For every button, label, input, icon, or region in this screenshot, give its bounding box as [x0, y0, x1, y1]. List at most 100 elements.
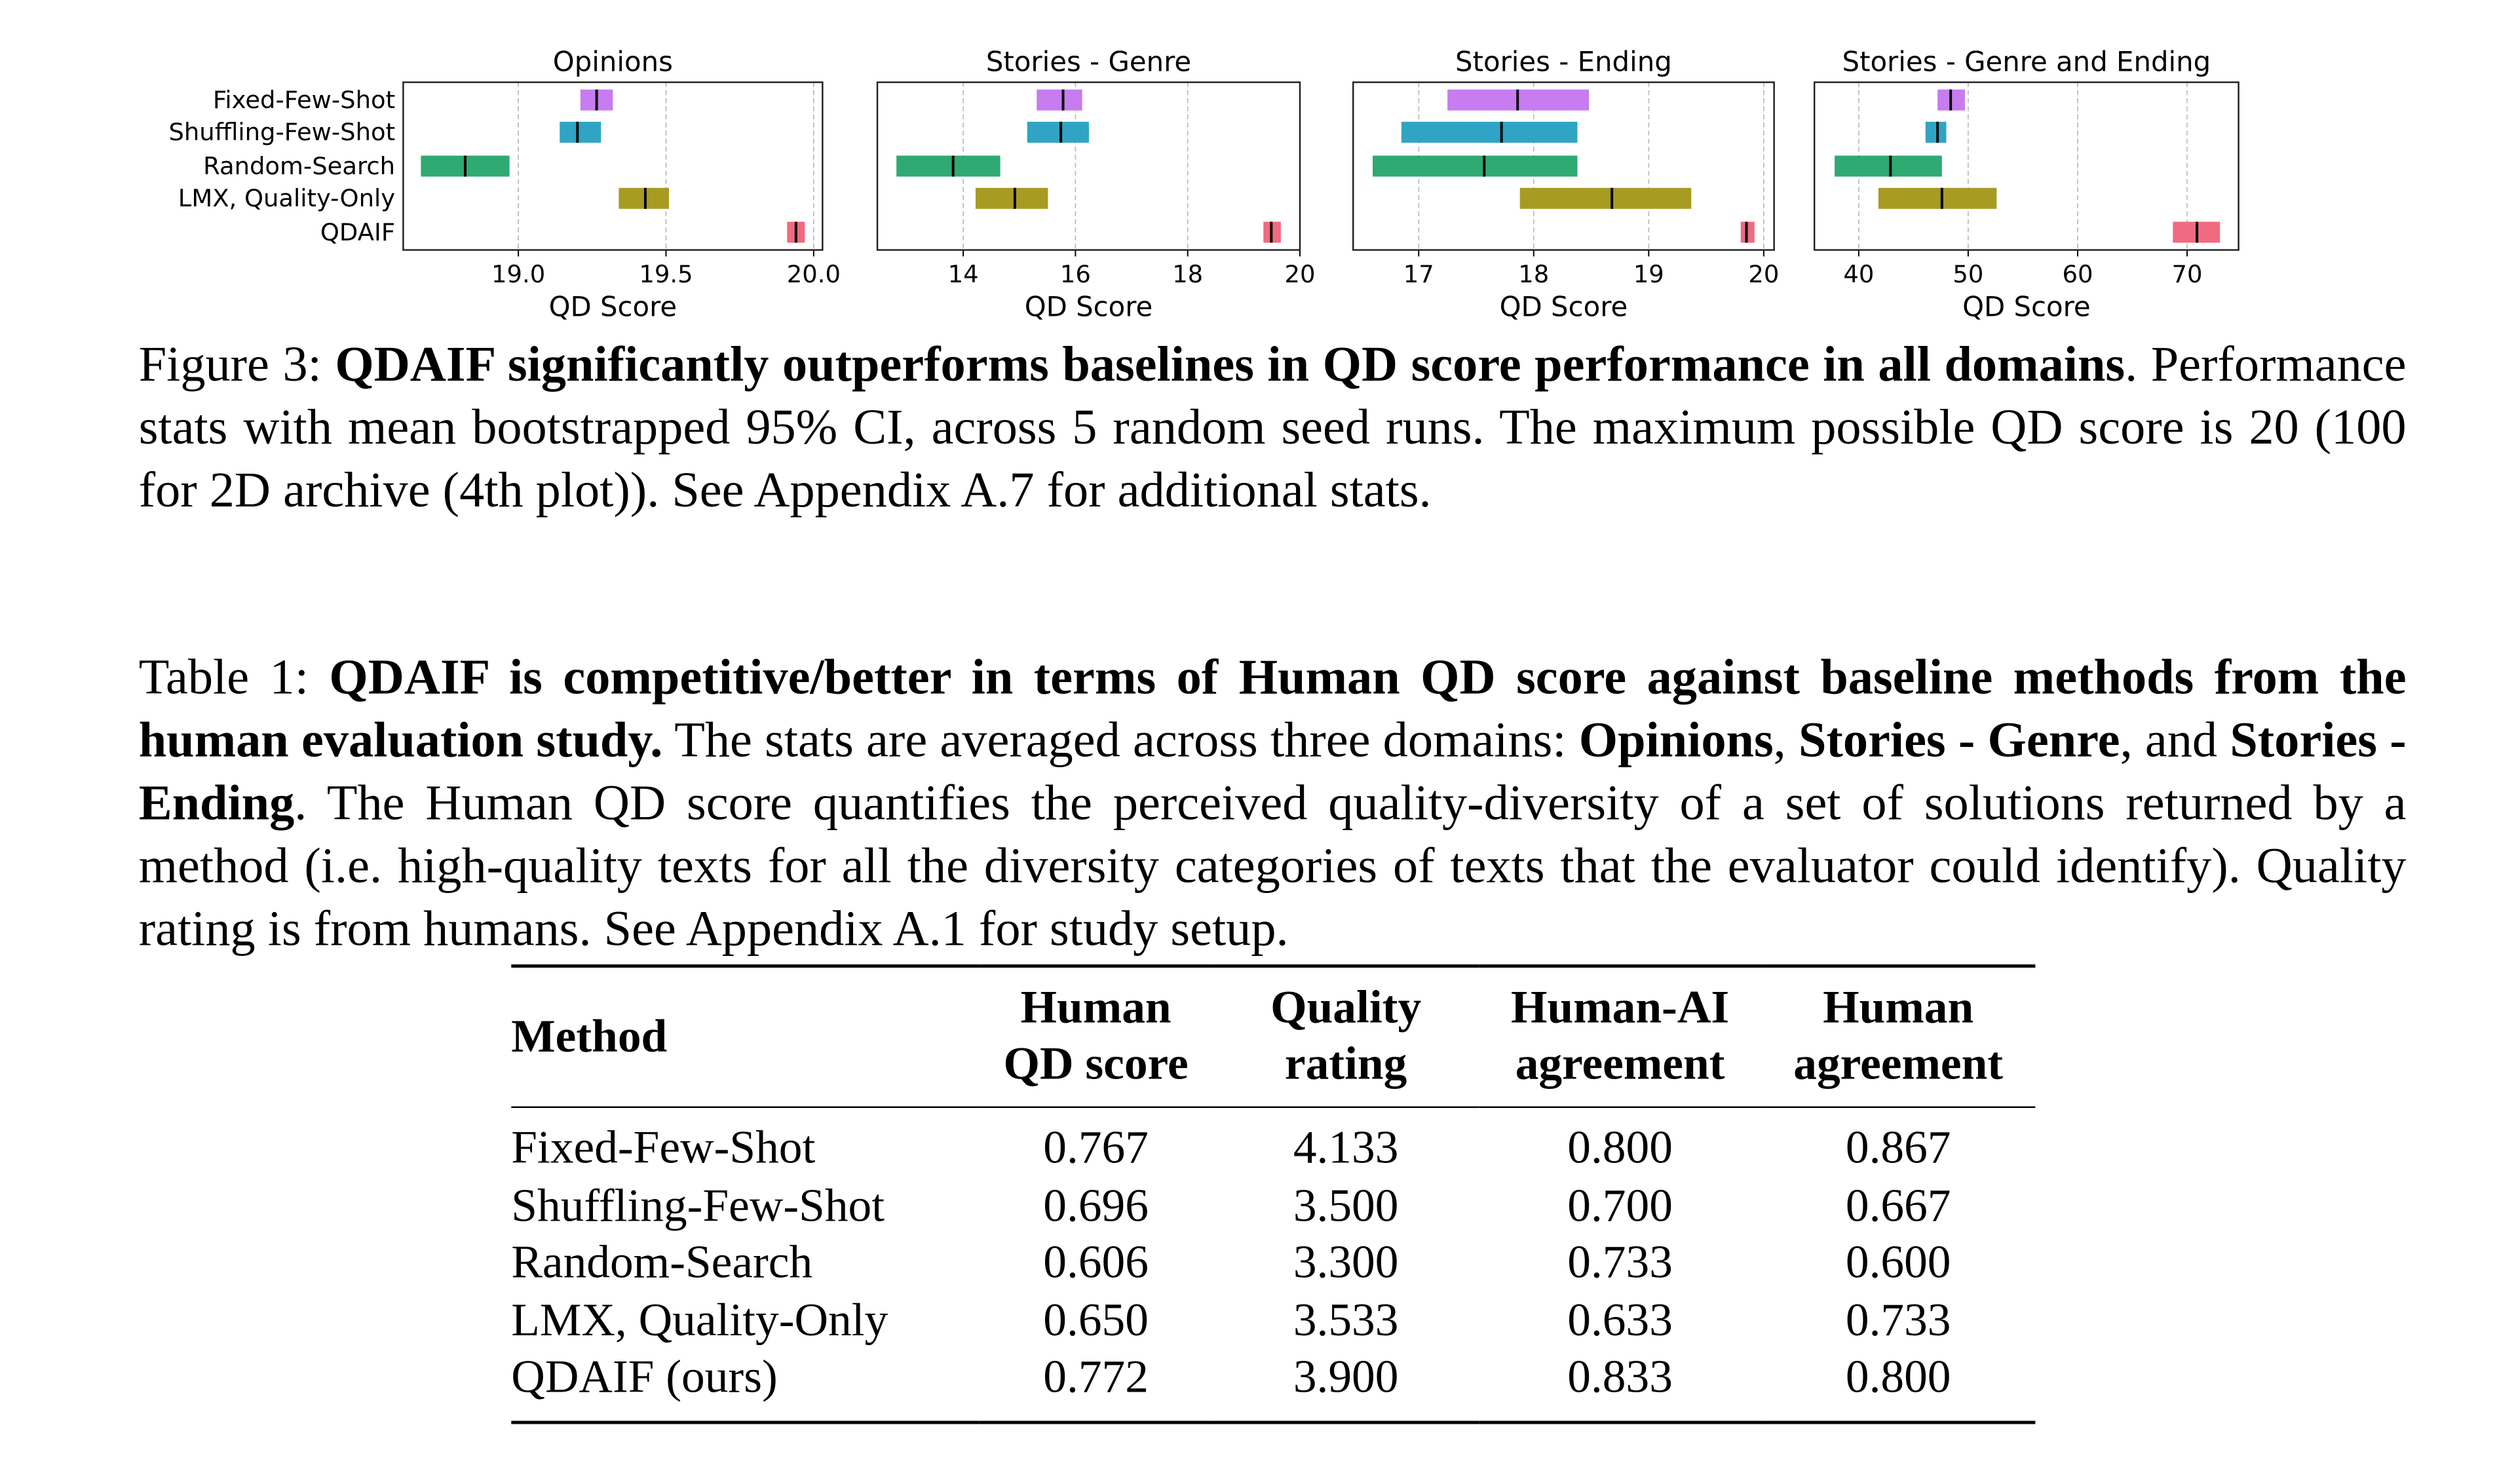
- caption-text: . Performance stats with mean bootstrapp…: [138, 335, 2407, 518]
- ci-bar: [1925, 121, 1947, 143]
- col-human-agreement: Human agreement: [1761, 966, 2035, 1107]
- table-cell: 0.772: [1043, 1351, 1149, 1403]
- table-cell: Random-Search: [511, 1236, 813, 1289]
- chart-title: Stories - Genre: [986, 45, 1191, 77]
- table-cell: Shuffling-Few-Shot: [511, 1179, 885, 1232]
- header-label: agreement: [1793, 1038, 2004, 1090]
- caption-bold: Stories - Genre: [1798, 711, 2120, 768]
- x-axis-label: QD Score: [549, 290, 677, 322]
- ci-bar: [560, 121, 601, 143]
- header-label: QD score: [1003, 1038, 1189, 1090]
- col-quality: Quality rating: [1213, 966, 1479, 1107]
- header-label: Quality: [1270, 982, 1422, 1034]
- header-label: Human-AI: [1510, 982, 1730, 1034]
- ci-bar: [619, 187, 670, 209]
- table-row: Shuffling-Few-Shot 0.696 3.500 0.700 0.667: [511, 1178, 2035, 1235]
- figure-caption: Figure 3: QDAIF significantly outperform…: [139, 332, 2407, 521]
- ci-bar: [896, 155, 1001, 177]
- table-cell: 3.500: [1293, 1179, 1399, 1232]
- x-tick-label: 19: [1633, 260, 1664, 288]
- x-axis-label: QD Score: [1962, 290, 2091, 322]
- x-tick-label: 19.0: [491, 260, 545, 288]
- chart-title: Stories - Ending: [1455, 45, 1672, 77]
- ci-bar: [975, 187, 1048, 209]
- x-tick-label: 18: [1518, 260, 1549, 288]
- x-tick-label: 20: [1748, 260, 1779, 288]
- plot-frame: [876, 81, 1301, 251]
- x-tick-label: 17: [1403, 260, 1434, 288]
- x-tick-label: 19.5: [639, 260, 693, 288]
- table-row: Random-Search 0.606 3.300 0.733 0.600: [511, 1236, 2035, 1293]
- y-tick-label: Fixed-Few-Shot: [213, 86, 395, 114]
- chart-panel-3: 40 50 60 70 Stories - Genre and Ending QD Sco…: [1813, 45, 2240, 322]
- plot-frame: [402, 81, 824, 251]
- caption-text: , and: [2120, 711, 2230, 768]
- caption-bold: Stories - Ending: [138, 711, 2407, 831]
- table-cell: 0.867: [1845, 1122, 1951, 1174]
- table-cell: QDAIF (ours): [511, 1351, 778, 1403]
- table-cell: 0.800: [1567, 1122, 1673, 1174]
- table-cell: 3.533: [1293, 1294, 1399, 1346]
- y-tick-label: LMX, Quality-Only: [178, 184, 395, 212]
- table-cell: 4.133: [1293, 1122, 1399, 1174]
- chart-title: Opinions: [553, 45, 673, 77]
- caption-text: The stats are averaged across three doma…: [662, 711, 1579, 768]
- header-label: agreement: [1515, 1038, 1725, 1090]
- table-cell: 0.696: [1043, 1179, 1149, 1232]
- caption-bold: Opinions: [1578, 711, 1774, 768]
- table-cell: 0.633: [1567, 1294, 1673, 1346]
- caption-text: ,: [1773, 711, 1799, 768]
- table-cell: 0.733: [1567, 1236, 1673, 1289]
- x-tick-label: 14: [948, 260, 979, 288]
- col-human-ai: Human-AI agreement: [1479, 966, 1761, 1107]
- x-tick-label: 20.0: [787, 260, 841, 288]
- header-label: Method: [511, 1010, 668, 1062]
- table-cell: 0.833: [1567, 1351, 1673, 1403]
- ci-bar: [1835, 155, 1942, 177]
- table-row: QDAIF (ours) 0.772 3.900 0.833 0.800: [511, 1350, 2035, 1422]
- table-cell: 0.800: [1845, 1351, 1951, 1403]
- ci-bar: [1519, 187, 1692, 209]
- chart-panel-1: 14 16 18 20 Stories - Genre QD Score: [876, 45, 1315, 322]
- col-method: Method: [511, 966, 979, 1107]
- ci-bar: [1027, 121, 1089, 143]
- ci-bar: [1401, 121, 1578, 143]
- ci-bar: [1878, 187, 1997, 209]
- chart-panel-2: 17 18 19 20 Stories - Ending QD Score: [1352, 45, 1779, 322]
- table-cell: 0.700: [1567, 1179, 1673, 1232]
- table-cell: 0.606: [1043, 1236, 1149, 1289]
- x-tick-label: 40: [1843, 260, 1874, 288]
- plot-frame: [1813, 81, 2240, 251]
- y-tick-label: Random-Search: [203, 152, 395, 180]
- table-cell: 0.600: [1845, 1236, 1951, 1289]
- table-cell: 0.650: [1043, 1294, 1149, 1346]
- table-cell: 3.300: [1293, 1236, 1399, 1289]
- caption-text: . The Human QD score quantifies the perc…: [138, 774, 2407, 957]
- table-cell: 0.767: [1043, 1122, 1149, 1174]
- table-cell: 0.733: [1845, 1294, 1951, 1346]
- table-cell: Fixed-Few-Shot: [511, 1122, 816, 1174]
- x-tick-label: 20: [1284, 260, 1315, 288]
- x-tick-label: 18: [1172, 260, 1203, 288]
- ci-bar: [1373, 155, 1578, 177]
- header-label: Human: [1020, 982, 1172, 1034]
- caption-label: Table 1:: [138, 648, 309, 705]
- header-row: Method Human QD score Quality rating Human…: [511, 966, 2036, 1107]
- table-row: LMX, Quality-Only 0.650 3.533 0.633 0.733: [511, 1293, 2035, 1350]
- ci-bar: [1037, 89, 1082, 111]
- plot-frame: [1352, 81, 1775, 251]
- x-tick-label: 50: [1953, 260, 1983, 288]
- table-row: Fixed-Few-Shot 0.767 4.133 0.800 0.867: [511, 1107, 2035, 1178]
- caption-bold: QDAIF is competitive/better in terms of …: [138, 648, 2407, 768]
- chart-panel-0: 19.0 19.5 20.0 Opinions QD Score: [402, 45, 841, 322]
- table-cell: 3.900: [1293, 1351, 1399, 1403]
- x-tick-label: 16: [1060, 260, 1091, 288]
- caption-bold: QDAIF significantly outperforms baseline…: [335, 335, 2125, 392]
- x-tick-label: 70: [2172, 260, 2203, 288]
- caption-label: Figure 3:: [138, 335, 322, 392]
- x-axis-label: QD Score: [1025, 290, 1153, 322]
- header-label: rating: [1284, 1038, 1407, 1090]
- col-human-qd: Human QD score: [979, 966, 1213, 1107]
- results-table: Method Human QD score Quality rating Human…: [511, 964, 2036, 1423]
